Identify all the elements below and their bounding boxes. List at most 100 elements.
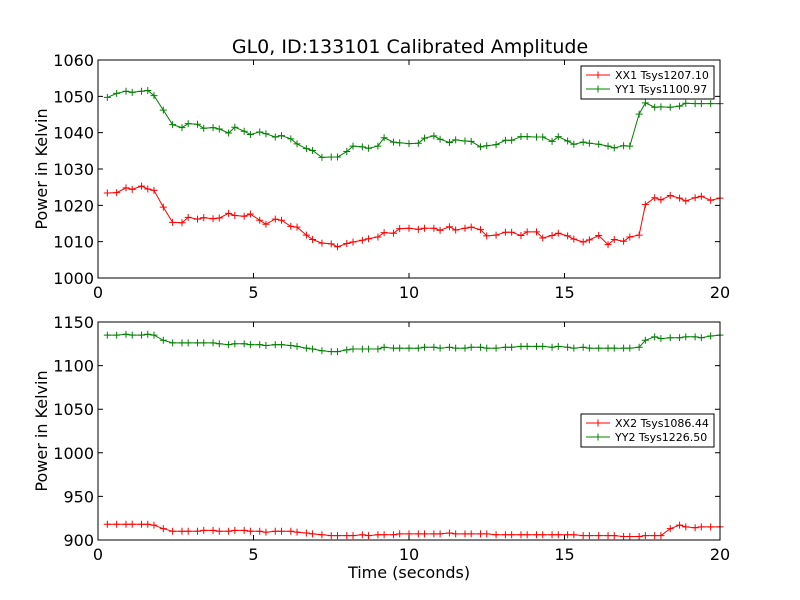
data-point-0-1-53 xyxy=(523,133,531,141)
data-point-1-1-45 xyxy=(461,344,469,352)
data-point-1-0-27 xyxy=(318,531,326,539)
data-point-0-1-40 xyxy=(421,134,429,142)
data-point-1-0-33 xyxy=(365,532,373,540)
data-point-1-1-47 xyxy=(477,343,485,351)
data-point-0-0-65 xyxy=(620,237,628,245)
data-point-1-0-60 xyxy=(579,532,587,540)
data-point-1-1-4 xyxy=(138,331,146,339)
data-point-0-0-6 xyxy=(150,186,158,194)
data-point-1-0-56 xyxy=(548,531,556,539)
data-point-1-1-44 xyxy=(452,344,460,352)
data-point-0-1-63 xyxy=(604,142,612,150)
data-point-0-1-25 xyxy=(302,145,310,153)
data-point-1-1-19 xyxy=(256,341,264,349)
data-point-1-0-68 xyxy=(641,532,649,540)
data-point-0-0-11 xyxy=(194,215,202,223)
data-point-0-0-46 xyxy=(467,223,475,231)
data-point-0-1-24 xyxy=(293,140,301,148)
data-point-1-0-47 xyxy=(477,530,485,538)
y-tick-label-1-0: 900 xyxy=(63,531,94,550)
data-point-1-1-33 xyxy=(365,345,373,353)
data-point-0-0-4 xyxy=(138,182,146,190)
data-point-1-0-50 xyxy=(501,531,509,539)
data-point-0-0-55 xyxy=(539,234,547,242)
data-point-1-0-26 xyxy=(309,530,317,538)
data-point-0-1-59 xyxy=(570,140,578,148)
data-point-1-1-24 xyxy=(293,342,301,350)
x-tick-label-1-4: 20 xyxy=(710,545,730,564)
data-point-0-1-42 xyxy=(436,135,444,143)
data-point-0-0-75 xyxy=(697,192,705,200)
data-point-1-0-67 xyxy=(635,533,643,541)
data-point-0-0-54 xyxy=(533,228,541,236)
y-axis-label-1: Power in Kelvin xyxy=(32,370,51,491)
data-point-0-1-30 xyxy=(343,148,351,156)
data-point-1-0-44 xyxy=(452,530,460,538)
data-point-1-1-70 xyxy=(657,335,665,343)
data-point-1-0-11 xyxy=(194,527,202,535)
data-point-1-0-10 xyxy=(184,527,192,535)
y-tick-label-1-4: 1100 xyxy=(53,357,94,376)
legend-label-0-0: XX1 Tsys1207.10 xyxy=(615,69,709,82)
data-point-1-1-28 xyxy=(327,348,335,356)
data-point-0-1-19 xyxy=(256,128,264,136)
data-point-0-1-14 xyxy=(215,125,223,133)
data-point-0-1-15 xyxy=(225,129,233,137)
legend-box-0 xyxy=(580,65,715,100)
data-point-0-1-29 xyxy=(333,153,341,161)
data-point-0-1-60 xyxy=(579,138,587,146)
data-point-1-0-69 xyxy=(651,532,659,540)
data-point-1-1-56 xyxy=(548,343,556,351)
data-point-0-0-50 xyxy=(501,228,509,236)
data-point-1-0-19 xyxy=(256,527,264,535)
data-point-0-1-11 xyxy=(194,120,202,128)
data-point-1-0-45 xyxy=(461,530,469,538)
data-point-1-1-36 xyxy=(389,344,397,352)
data-point-1-1-59 xyxy=(570,344,578,352)
data-point-1-0-62 xyxy=(595,532,603,540)
data-point-0-1-18 xyxy=(246,130,254,138)
data-point-0-1-56 xyxy=(548,137,556,145)
data-point-1-1-41 xyxy=(430,343,438,351)
data-point-1-1-69 xyxy=(651,333,659,341)
data-point-0-1-54 xyxy=(533,133,541,141)
data-point-1-0-29 xyxy=(333,532,341,540)
data-point-1-1-58 xyxy=(564,343,572,351)
data-point-1-0-53 xyxy=(523,531,531,539)
data-point-0-1-71 xyxy=(666,103,674,111)
data-point-1-0-31 xyxy=(349,532,357,540)
data-point-1-1-0 xyxy=(103,331,111,339)
data-point-1-1-57 xyxy=(554,342,562,350)
data-point-0-1-48 xyxy=(483,142,491,150)
legend-marker-1-0 xyxy=(594,419,602,427)
data-point-0-1-9 xyxy=(178,124,186,132)
data-point-1-1-66 xyxy=(626,344,634,352)
data-point-0-1-8 xyxy=(169,121,177,129)
data-point-0-0-2 xyxy=(122,184,130,192)
data-point-0-0-45 xyxy=(461,224,469,232)
data-point-1-0-22 xyxy=(277,527,285,535)
data-point-0-1-2 xyxy=(122,87,130,95)
data-point-1-1-67 xyxy=(635,343,643,351)
y-axis-label-0: Power in Kelvin xyxy=(32,108,51,229)
x-tick-label-0-4: 20 xyxy=(710,283,730,302)
data-point-1-0-2 xyxy=(122,520,130,528)
data-point-1-0-9 xyxy=(178,527,186,535)
data-point-0-1-52 xyxy=(517,133,525,141)
data-point-1-1-10 xyxy=(184,339,192,347)
data-point-0-0-13 xyxy=(209,215,217,223)
data-point-0-1-12 xyxy=(200,124,208,132)
data-point-1-0-58 xyxy=(564,531,572,539)
data-point-1-1-54 xyxy=(533,342,541,350)
data-point-1-1-42 xyxy=(436,344,444,352)
y-tick-label-0-5: 1050 xyxy=(53,87,94,106)
x-tick-label-0-0: 0 xyxy=(93,283,103,302)
data-point-0-0-48 xyxy=(483,232,491,240)
data-point-0-1-23 xyxy=(287,135,295,143)
data-point-1-1-7 xyxy=(159,336,167,344)
data-point-1-1-5 xyxy=(144,330,152,338)
data-point-0-0-41 xyxy=(430,224,438,232)
data-point-1-1-13 xyxy=(209,339,217,347)
data-point-1-0-14 xyxy=(215,527,223,535)
